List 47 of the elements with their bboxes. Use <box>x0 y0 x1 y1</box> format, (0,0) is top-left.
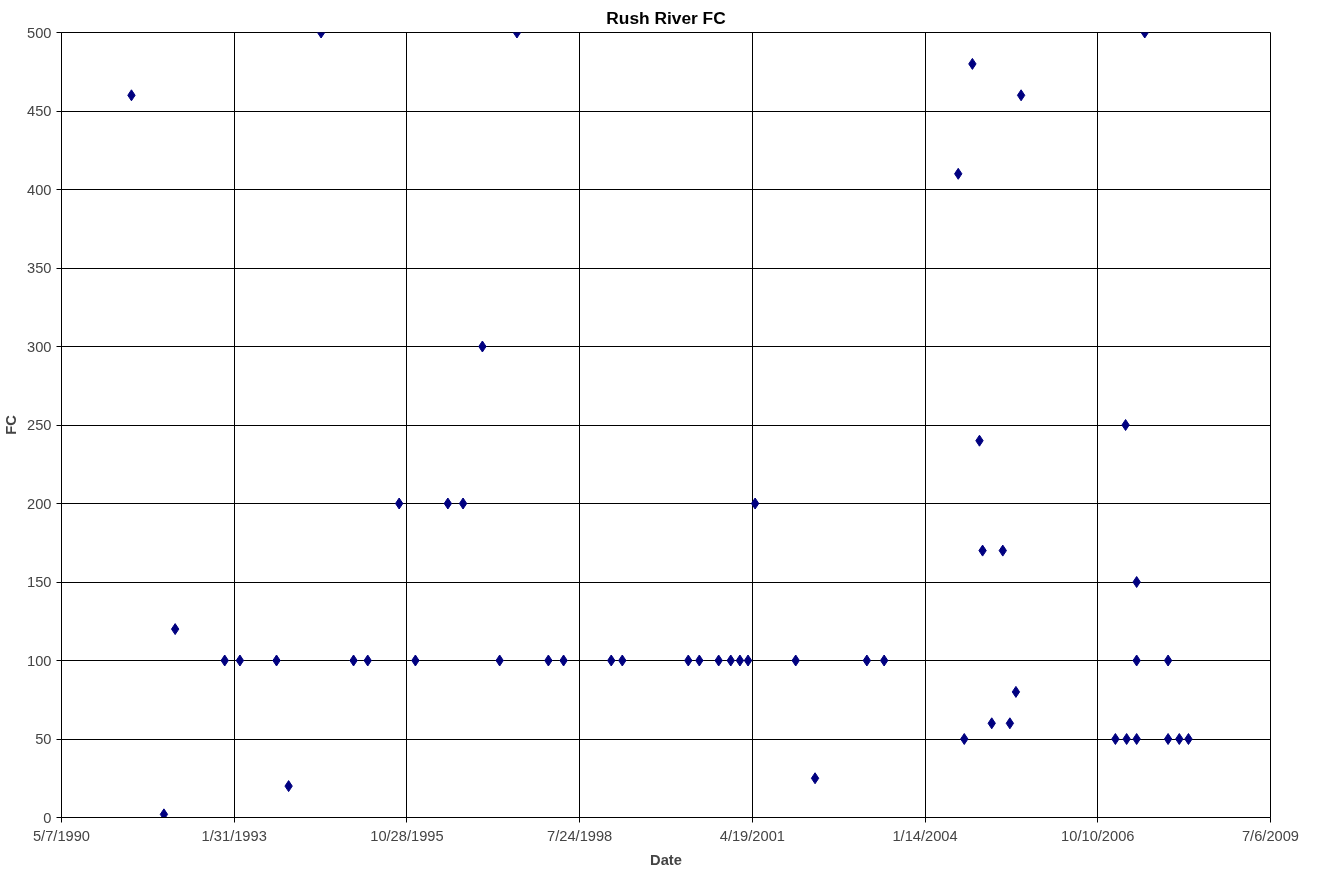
point <box>1111 733 1120 745</box>
point <box>1163 654 1173 667</box>
y-tick-label: 400 <box>27 181 52 198</box>
y-tick-label: 450 <box>27 103 52 119</box>
point <box>879 654 889 667</box>
point <box>458 497 468 510</box>
y-tick-label: 100 <box>27 652 52 669</box>
x-tick-label: 1/14/2004 <box>892 827 958 844</box>
point <box>1011 685 1021 698</box>
x-tick-label: 7/24/1998 <box>547 827 613 844</box>
point <box>810 772 820 785</box>
point <box>1184 733 1193 745</box>
point <box>159 808 169 818</box>
x-axis-title: Date <box>650 851 682 868</box>
y-tick-label: 200 <box>27 495 52 512</box>
y-tick-label: 250 <box>27 417 52 433</box>
point <box>1016 89 1026 102</box>
point <box>862 654 872 667</box>
point <box>1132 733 1141 745</box>
point <box>743 654 753 667</box>
y-tick-label: 500 <box>27 24 52 41</box>
point <box>170 623 180 636</box>
point <box>960 733 969 745</box>
x-tick-label: 1/31/1993 <box>201 827 267 844</box>
x-tick-label: 7/6/2009 <box>1241 827 1300 844</box>
point <box>1163 733 1173 745</box>
y-tick-label: 350 <box>27 260 52 276</box>
x-tick-label: 10/10/2006 <box>1061 827 1135 844</box>
y-tick-label: 50 <box>35 731 52 747</box>
point <box>235 654 245 667</box>
point <box>1122 733 1131 745</box>
y-tick-label: 150 <box>27 574 52 590</box>
chart-title: Rush River FC <box>606 7 727 28</box>
point <box>394 497 404 510</box>
y-axis-title: FC <box>3 414 20 435</box>
point <box>1175 733 1184 745</box>
x-tick-label: 10/28/1995 <box>370 827 444 844</box>
x-tick-label: 4/19/2001 <box>719 827 785 844</box>
point <box>1121 419 1130 431</box>
x-tick-label: 5/7/1990 <box>32 827 91 844</box>
y-tick-label: 0 <box>43 809 52 826</box>
y-tick-label: 300 <box>27 338 52 355</box>
point <box>1132 576 1141 588</box>
point <box>1005 717 1015 730</box>
point <box>735 654 745 667</box>
point <box>443 497 453 510</box>
point <box>750 497 760 510</box>
